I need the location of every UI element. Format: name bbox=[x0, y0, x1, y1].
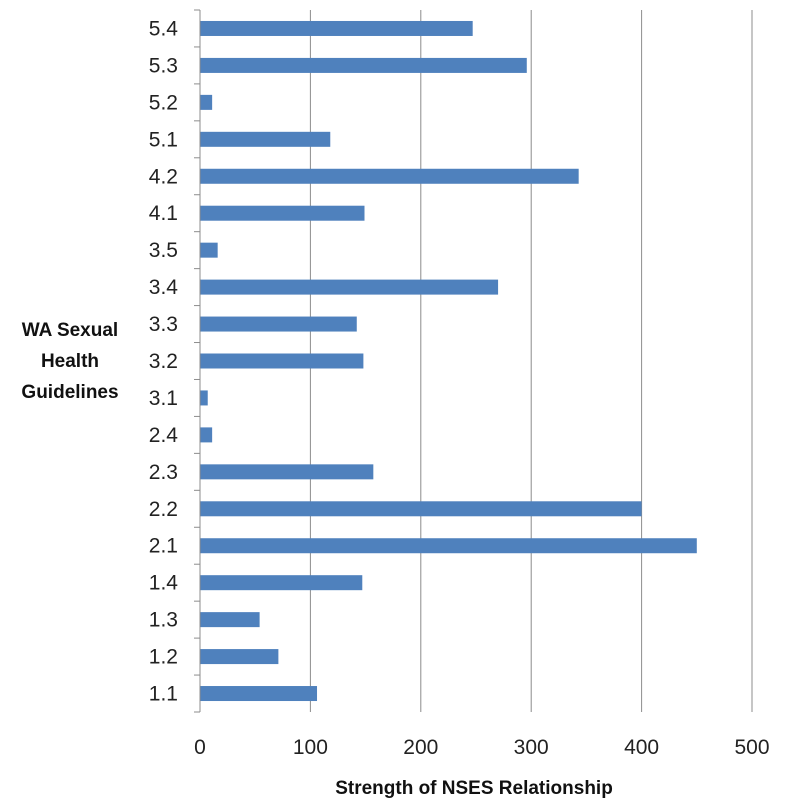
y-tick-label: 3.4 bbox=[149, 276, 179, 299]
bars bbox=[200, 20, 697, 702]
bar-5.2 bbox=[200, 94, 213, 110]
grid-lines bbox=[194, 9, 753, 713]
y-tick-label: 1.3 bbox=[149, 609, 178, 632]
bar-3.1 bbox=[200, 390, 208, 406]
y-tick-label: 3.1 bbox=[149, 387, 178, 410]
y-tick-labels: 5.4 5.3 5.2 5.1 4.2 4.1 3.5 3.4 3.3 3.2 3.1 2.4 2.3 2… bbox=[149, 17, 179, 705]
bar-1.1 bbox=[200, 686, 318, 702]
x-tick-label: 100 bbox=[293, 736, 328, 759]
bar-2.3 bbox=[200, 464, 374, 480]
y-tick-label: 2.2 bbox=[149, 498, 178, 521]
x-tick-label: 300 bbox=[514, 736, 549, 759]
bar-2.2 bbox=[200, 501, 642, 517]
y-tick-label: 3.2 bbox=[149, 350, 178, 373]
bar-1.2 bbox=[200, 649, 279, 665]
y-tick-label: 2.4 bbox=[149, 424, 179, 447]
bar-5.3 bbox=[200, 57, 527, 73]
bar-2.1 bbox=[200, 538, 697, 554]
y-tick-label: 4.2 bbox=[149, 165, 178, 188]
y-tick-label: 4.1 bbox=[149, 202, 178, 225]
y-tick-label: 1.1 bbox=[149, 683, 178, 706]
bar-3.5 bbox=[200, 242, 218, 258]
bar-1.4 bbox=[200, 575, 363, 591]
y-axis-title: WA Sexual Health Guidelines bbox=[21, 320, 118, 403]
y-tick-label: 2.1 bbox=[149, 535, 178, 558]
x-tick-label: 400 bbox=[624, 736, 659, 759]
bar-4.1 bbox=[200, 205, 365, 221]
y-tick-label: 3.5 bbox=[149, 239, 178, 262]
x-tick-label: 500 bbox=[734, 736, 769, 759]
y-tick-label: 2.3 bbox=[149, 461, 178, 484]
y-tick-label: 5.1 bbox=[149, 128, 178, 151]
x-tick-labels: 0 100 200 300 400 500 bbox=[194, 736, 769, 759]
bar-3.4 bbox=[200, 279, 499, 295]
x-axis-title: Strength of NSES Relationship bbox=[335, 778, 613, 799]
bar-5.4 bbox=[200, 20, 473, 36]
y-tick-label: 3.3 bbox=[149, 313, 178, 336]
y-tick-label: 5.2 bbox=[149, 91, 178, 114]
bar-3.2 bbox=[200, 353, 364, 369]
bar-2.4 bbox=[200, 427, 213, 443]
bar-4.2 bbox=[200, 168, 579, 184]
y-tick-label: 1.4 bbox=[149, 572, 179, 595]
x-tick-label: 0 bbox=[194, 736, 206, 759]
y-tick-label: 1.2 bbox=[149, 646, 178, 669]
y-tick-label: 5.4 bbox=[149, 17, 179, 40]
bar-3.3 bbox=[200, 316, 357, 332]
y-tick-label: 5.3 bbox=[149, 54, 178, 77]
bar-5.1 bbox=[200, 131, 331, 147]
x-tick-label: 200 bbox=[403, 736, 438, 759]
bar-1.3 bbox=[200, 612, 260, 628]
